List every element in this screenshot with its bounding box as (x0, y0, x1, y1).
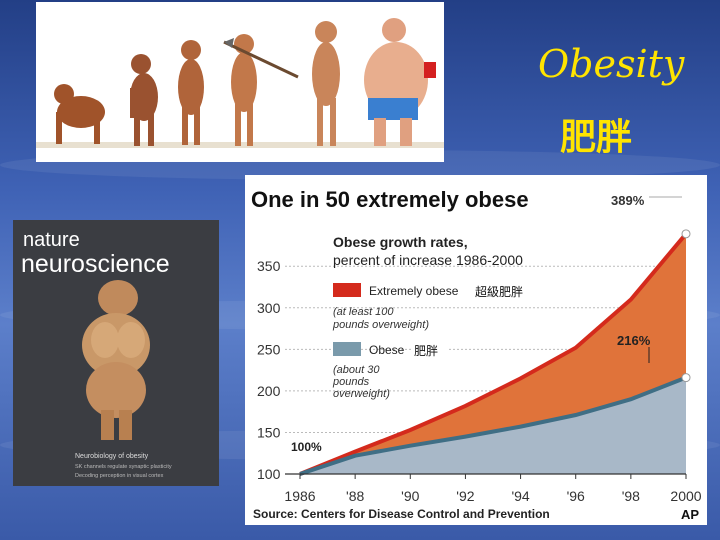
legend-note: (about 30 (333, 364, 380, 376)
chart-title: One in 50 extremely obese (251, 187, 529, 212)
y-tick-label: 150 (257, 424, 281, 440)
figurine-image (82, 280, 150, 440)
legend-swatch-extremely-obese (333, 283, 361, 297)
legend-note: (at least 100 (333, 306, 394, 318)
chart-subtitle-line2: percent of increase 1986-2000 (333, 252, 523, 268)
legend-swatch-obese (333, 342, 361, 356)
y-tick-label: 350 (257, 258, 281, 274)
series-line-extremely-obese (299, 232, 688, 476)
legend-label-zh-obese: 肥胖 (414, 344, 438, 358)
x-tick-label: '90 (401, 488, 419, 504)
x-tick-label: '94 (511, 488, 529, 504)
x-tick-label: '96 (567, 488, 585, 504)
chart-credit: AP (681, 507, 699, 522)
chart-subtitle-line1: Obese growth rates, (333, 234, 468, 250)
journal-cover: nature neuroscience Neurobiology of obes… (13, 220, 219, 486)
x-tick-label: '98 (622, 488, 640, 504)
x-tick-label: '92 (456, 488, 474, 504)
cover-masthead-nature: nature (23, 229, 80, 251)
legend-label-extremely-obese: Extremely obese (369, 284, 459, 298)
series-line-obese (299, 375, 687, 476)
annotation-end-top: 389% (611, 193, 645, 208)
legend-note: overweight) (333, 388, 390, 400)
cover-line: SK channels regulate synaptic plasticity (75, 464, 172, 470)
cover-caption: Neurobiology of obesity (75, 453, 149, 460)
endpoint-extremely-obese (681, 229, 691, 239)
legend-note: pounds overweight) (332, 319, 429, 331)
x-tick-label: 1986 (284, 488, 315, 504)
evolution-illustration (36, 2, 444, 162)
annotation-start: 100% (291, 440, 322, 454)
x-tick-label: 2000 (670, 488, 701, 504)
slide-title: Obesity (538, 42, 685, 86)
cover-masthead-neuroscience: neuroscience (21, 250, 170, 278)
obesity-growth-chart: 100 150 200 250 300 350 1986 '88 '90 '92 '94 '96 '9… (245, 175, 707, 525)
legend-label-obese: Obese (369, 343, 405, 357)
y-tick-label: 200 (257, 383, 281, 399)
legend-note: pounds (332, 376, 370, 388)
y-tick-label: 250 (257, 341, 281, 357)
annotation-end-bottom: 216% (617, 333, 651, 348)
x-tick-label: '88 (346, 488, 364, 504)
slide-subtitle: 肥胖 (560, 117, 633, 158)
chart-source: Source: Centers for Disease Control and … (253, 507, 550, 521)
y-tick-label: 100 (257, 466, 281, 482)
legend-label-zh-extremely-obese: 超級肥胖 (475, 284, 523, 299)
series-area-extremely-obese (300, 233, 686, 474)
y-tick-label: 300 (257, 300, 281, 316)
endpoint-obese (681, 373, 691, 383)
cover-line: Decoding perception in visual cortex (75, 473, 164, 479)
